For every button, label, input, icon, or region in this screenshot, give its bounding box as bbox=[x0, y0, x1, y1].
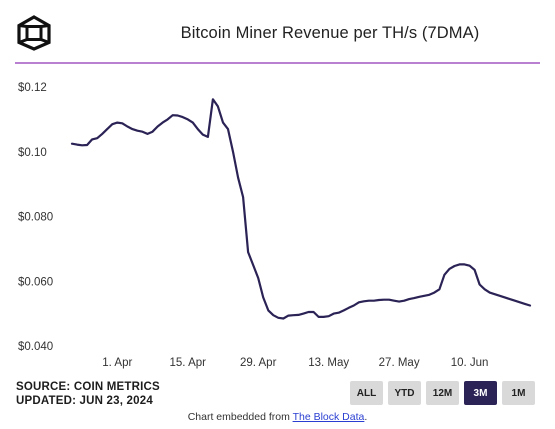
range-button-ytd[interactable]: YTD bbox=[388, 381, 421, 405]
the-block-logo-icon bbox=[17, 15, 51, 51]
x-tick-label: 15. Apr bbox=[170, 357, 207, 369]
x-tick-label: 27. May bbox=[379, 357, 420, 369]
chart-title: Bitcoin Miner Revenue per TH/s (7DMA) bbox=[180, 24, 480, 42]
range-button-1m[interactable]: 1M bbox=[502, 381, 535, 405]
x-tick-label: 29. Apr bbox=[240, 357, 277, 369]
y-tick-label: $0.10 bbox=[18, 147, 47, 159]
range-button-all[interactable]: ALL bbox=[350, 381, 383, 405]
line-chart: $0.040 $0.060 $0.080 $0.10 $0.12 1. Apr 15. A… bbox=[18, 82, 532, 369]
y-tick-label: $0.12 bbox=[18, 82, 47, 94]
y-tick-label: $0.060 bbox=[18, 276, 53, 288]
range-button-3m[interactable]: 3M bbox=[464, 381, 497, 405]
x-tick-label: 13. May bbox=[308, 357, 349, 369]
x-axis: 1. Apr 15. Apr 29. Apr 13. May 27. May 10. Ju… bbox=[102, 357, 488, 369]
x-tick-label: 1. Apr bbox=[102, 357, 132, 369]
x-tick-label: 10. Jun bbox=[451, 357, 489, 369]
y-tick-label: $0.080 bbox=[18, 212, 53, 224]
y-tick-label: $0.040 bbox=[18, 341, 53, 353]
source-label: SOURCE: COIN METRICS bbox=[16, 381, 160, 393]
series-line bbox=[70, 98, 532, 320]
title-divider bbox=[15, 62, 540, 64]
updated-label: UPDATED: JUN 23, 2024 bbox=[16, 395, 153, 407]
range-button-12m[interactable]: 12M bbox=[426, 381, 459, 405]
embed-note: Chart embedded from The Block Data. bbox=[187, 411, 368, 423]
the-block-data-link[interactable]: The Block Data bbox=[292, 411, 365, 423]
y-axis: $0.040 $0.060 $0.080 $0.10 $0.12 bbox=[18, 82, 53, 353]
